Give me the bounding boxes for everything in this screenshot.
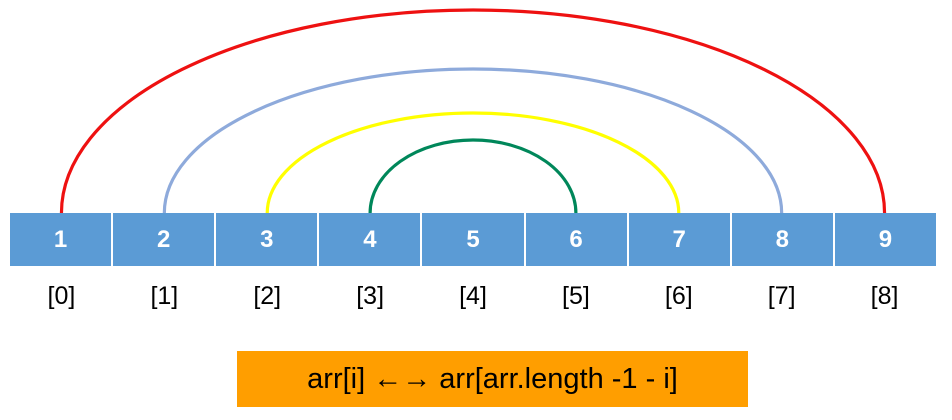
array-indices: [0] [1] [2] [3] [4] [5] [6] [7] [8] (10, 282, 936, 316)
array-cell: 2 (111, 213, 215, 266)
array-cell: 7 (626, 213, 730, 266)
swap-arc (265, 111, 681, 214)
index-label: [7] (767, 282, 796, 310)
array-cell: 5 (420, 213, 524, 266)
index-label: [5] (562, 282, 590, 310)
index-label: [4] (459, 282, 487, 310)
array-cell: 6 (523, 213, 627, 266)
index-label: [0] (47, 282, 76, 310)
swap-formula: arr[i] ←→ arr[arr.length -1 - i] (237, 351, 748, 407)
array-cells: 1 2 3 4 5 6 7 8 9 (10, 213, 936, 266)
swap-arc (59, 8, 887, 214)
array-cell: 8 (729, 213, 833, 266)
index-label: [6] (664, 282, 693, 310)
array-cell: 1 (10, 213, 112, 266)
swap-arc (368, 138, 578, 214)
index-label: [1] (150, 282, 179, 310)
swap-arc (162, 67, 784, 214)
index-label: [8] (870, 282, 899, 310)
array-cell: 4 (317, 213, 421, 266)
array-cell: 9 (832, 213, 936, 266)
index-label: [3] (356, 282, 385, 310)
array-cell: 3 (214, 213, 318, 266)
index-label: [2] (253, 282, 282, 310)
